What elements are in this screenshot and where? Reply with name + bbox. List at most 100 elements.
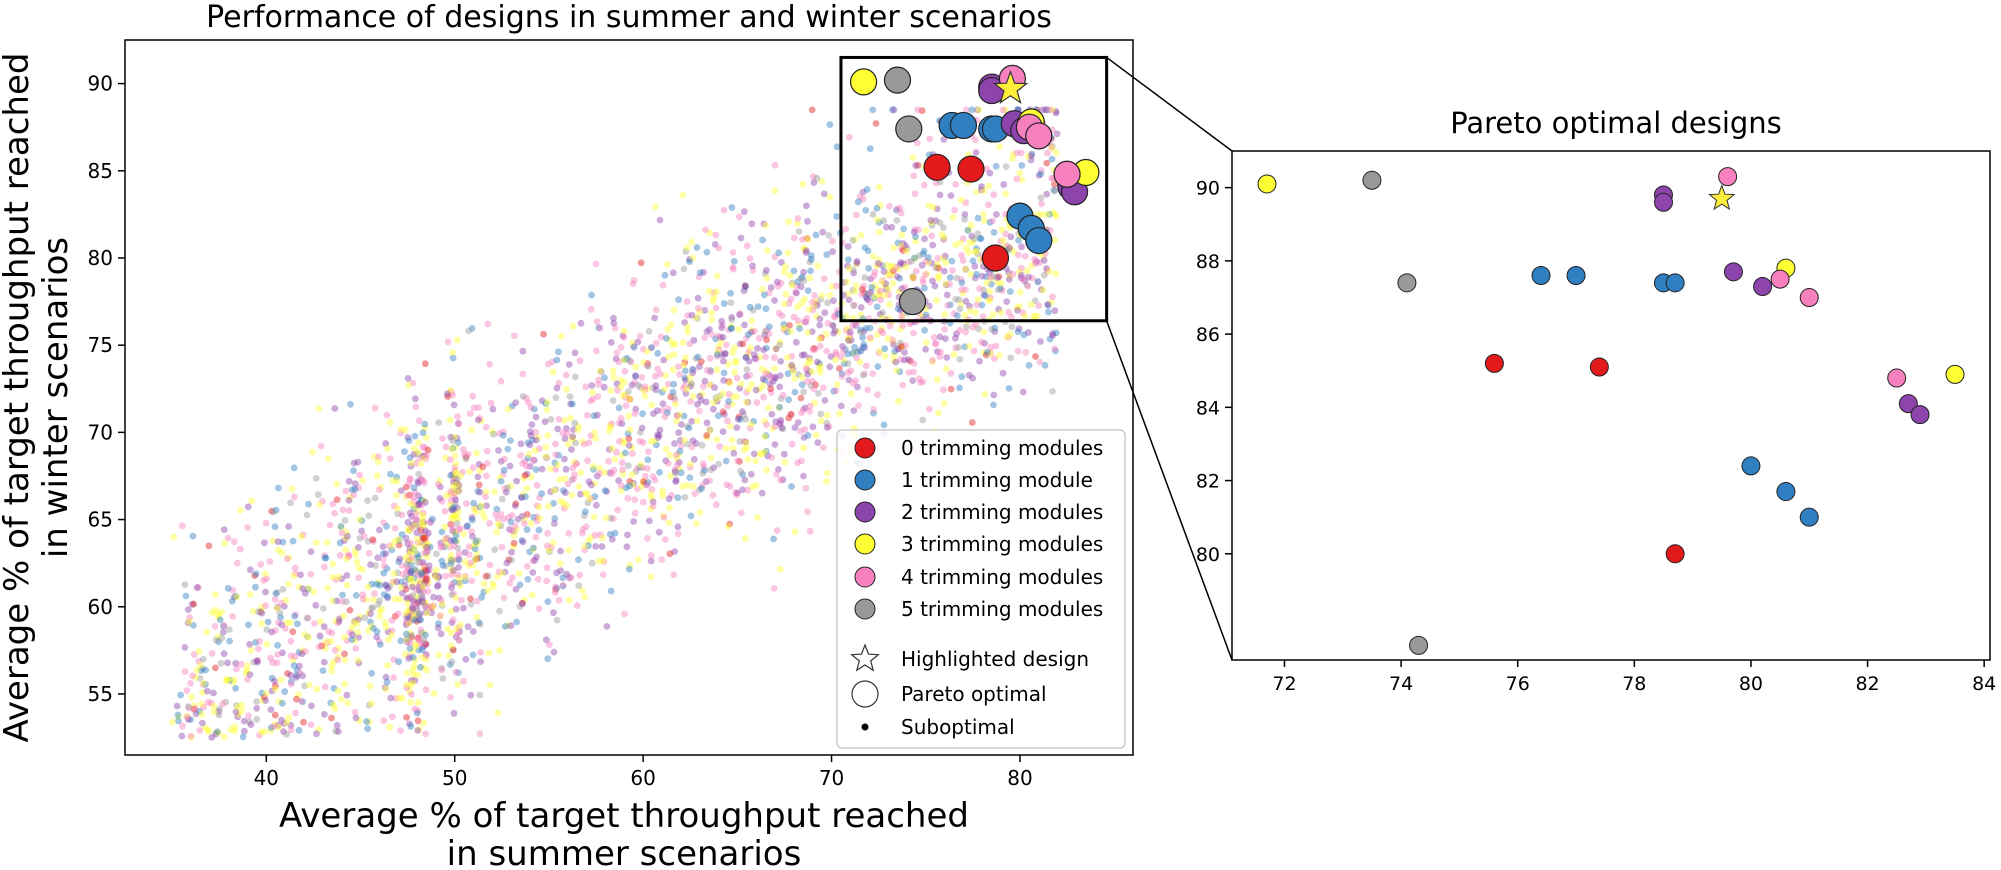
suboptimal-point bbox=[571, 373, 579, 381]
suboptimal-point bbox=[654, 350, 662, 357]
suboptimal-point bbox=[285, 554, 293, 562]
suboptimal-point bbox=[544, 398, 551, 406]
suboptimal-point bbox=[310, 588, 318, 596]
suboptimal-point bbox=[407, 561, 415, 568]
suboptimal-point bbox=[845, 296, 853, 304]
suboptimal-point bbox=[802, 249, 810, 256]
suboptimal-point bbox=[667, 472, 674, 480]
suboptimal-point bbox=[560, 487, 567, 494]
suboptimal-point bbox=[323, 539, 331, 546]
main-x-axis-label-line1: Average % of target throughput reached bbox=[279, 796, 969, 836]
suboptimal-point bbox=[414, 501, 422, 509]
suboptimal-point bbox=[170, 533, 178, 541]
suboptimal-point bbox=[710, 399, 718, 406]
suboptimal-point bbox=[390, 656, 398, 663]
suboptimal-point bbox=[787, 295, 795, 303]
suboptimal-point bbox=[474, 473, 482, 481]
suboptimal-point bbox=[744, 350, 752, 358]
suboptimal-point bbox=[354, 628, 362, 636]
suboptimal-point bbox=[366, 682, 374, 690]
suboptimal-point bbox=[969, 374, 976, 382]
suboptimal-point bbox=[1028, 152, 1035, 160]
suboptimal-point bbox=[731, 344, 738, 352]
suboptimal-point bbox=[782, 290, 790, 298]
suboptimal-point bbox=[844, 262, 851, 270]
suboptimal-point bbox=[940, 399, 948, 407]
suboptimal-point bbox=[885, 268, 893, 276]
suboptimal-point bbox=[418, 576, 426, 583]
suboptimal-point bbox=[924, 254, 932, 261]
suboptimal-point bbox=[448, 591, 456, 599]
suboptimal-point bbox=[290, 464, 298, 472]
suboptimal-point bbox=[403, 564, 411, 572]
suboptimal-point bbox=[997, 285, 1004, 293]
suboptimal-point bbox=[394, 505, 401, 512]
suboptimal-point bbox=[520, 491, 527, 498]
suboptimal-point bbox=[563, 502, 571, 509]
suboptimal-point bbox=[656, 426, 664, 434]
suboptimal-point bbox=[178, 522, 186, 530]
suboptimal-point bbox=[409, 592, 417, 599]
suboptimal-point bbox=[521, 458, 529, 465]
suboptimal-point bbox=[621, 610, 628, 618]
suboptimal-point bbox=[798, 351, 806, 359]
suboptimal-point bbox=[667, 321, 675, 329]
suboptimal-point bbox=[702, 226, 709, 234]
suboptimal-point bbox=[809, 423, 817, 431]
suboptimal-point bbox=[342, 598, 350, 606]
suboptimal-point bbox=[442, 535, 450, 543]
suboptimal-point bbox=[293, 672, 301, 679]
suboptimal-point bbox=[589, 389, 596, 396]
suboptimal-point bbox=[282, 625, 289, 632]
suboptimal-point bbox=[822, 330, 830, 338]
suboptimal-point bbox=[1048, 155, 1056, 163]
suboptimal-point bbox=[403, 619, 411, 627]
suboptimal-point bbox=[794, 303, 801, 311]
suboptimal-point bbox=[849, 236, 857, 244]
suboptimal-point bbox=[969, 323, 977, 331]
suboptimal-point bbox=[609, 397, 617, 404]
suboptimal-point bbox=[550, 487, 558, 494]
suboptimal-point bbox=[988, 325, 996, 333]
suboptimal-point bbox=[911, 190, 919, 198]
suboptimal-point bbox=[619, 392, 627, 400]
suboptimal-point bbox=[1038, 200, 1045, 208]
suboptimal-point bbox=[398, 511, 406, 519]
suboptimal-point bbox=[854, 383, 861, 391]
suboptimal-point bbox=[660, 356, 668, 364]
suboptimal-point bbox=[894, 273, 901, 280]
suboptimal-point bbox=[188, 734, 195, 741]
suboptimal-point bbox=[794, 459, 801, 467]
suboptimal-point bbox=[414, 727, 422, 734]
suboptimal-point bbox=[555, 415, 563, 423]
suboptimal-point bbox=[388, 631, 395, 639]
suboptimal-point bbox=[785, 300, 793, 307]
suboptimal-point bbox=[876, 347, 883, 355]
suboptimal-point bbox=[940, 236, 948, 243]
suboptimal-point bbox=[965, 342, 973, 350]
suboptimal-point bbox=[397, 487, 405, 494]
suboptimal-point bbox=[910, 329, 917, 337]
suboptimal-point bbox=[395, 658, 402, 666]
suboptimal-point bbox=[420, 719, 428, 727]
suboptimal-point bbox=[718, 324, 726, 332]
suboptimal-point bbox=[898, 285, 906, 293]
suboptimal-point bbox=[495, 568, 503, 576]
suboptimal-point bbox=[386, 455, 394, 462]
suboptimal-point bbox=[974, 214, 982, 222]
suboptimal-point bbox=[408, 647, 416, 655]
suboptimal-point bbox=[800, 351, 808, 358]
suboptimal-point bbox=[648, 344, 655, 351]
suboptimal-point bbox=[676, 447, 684, 455]
suboptimal-point bbox=[252, 639, 259, 646]
suboptimal-point bbox=[423, 532, 431, 540]
suboptimal-point bbox=[319, 667, 327, 674]
suboptimal-point bbox=[877, 202, 884, 210]
suboptimal-point bbox=[789, 365, 797, 373]
suboptimal-point bbox=[683, 298, 691, 305]
suboptimal-point bbox=[498, 543, 506, 551]
suboptimal-point bbox=[409, 605, 417, 613]
suboptimal-point bbox=[285, 523, 292, 530]
suboptimal-point bbox=[806, 368, 814, 375]
suboptimal-point bbox=[202, 680, 209, 688]
